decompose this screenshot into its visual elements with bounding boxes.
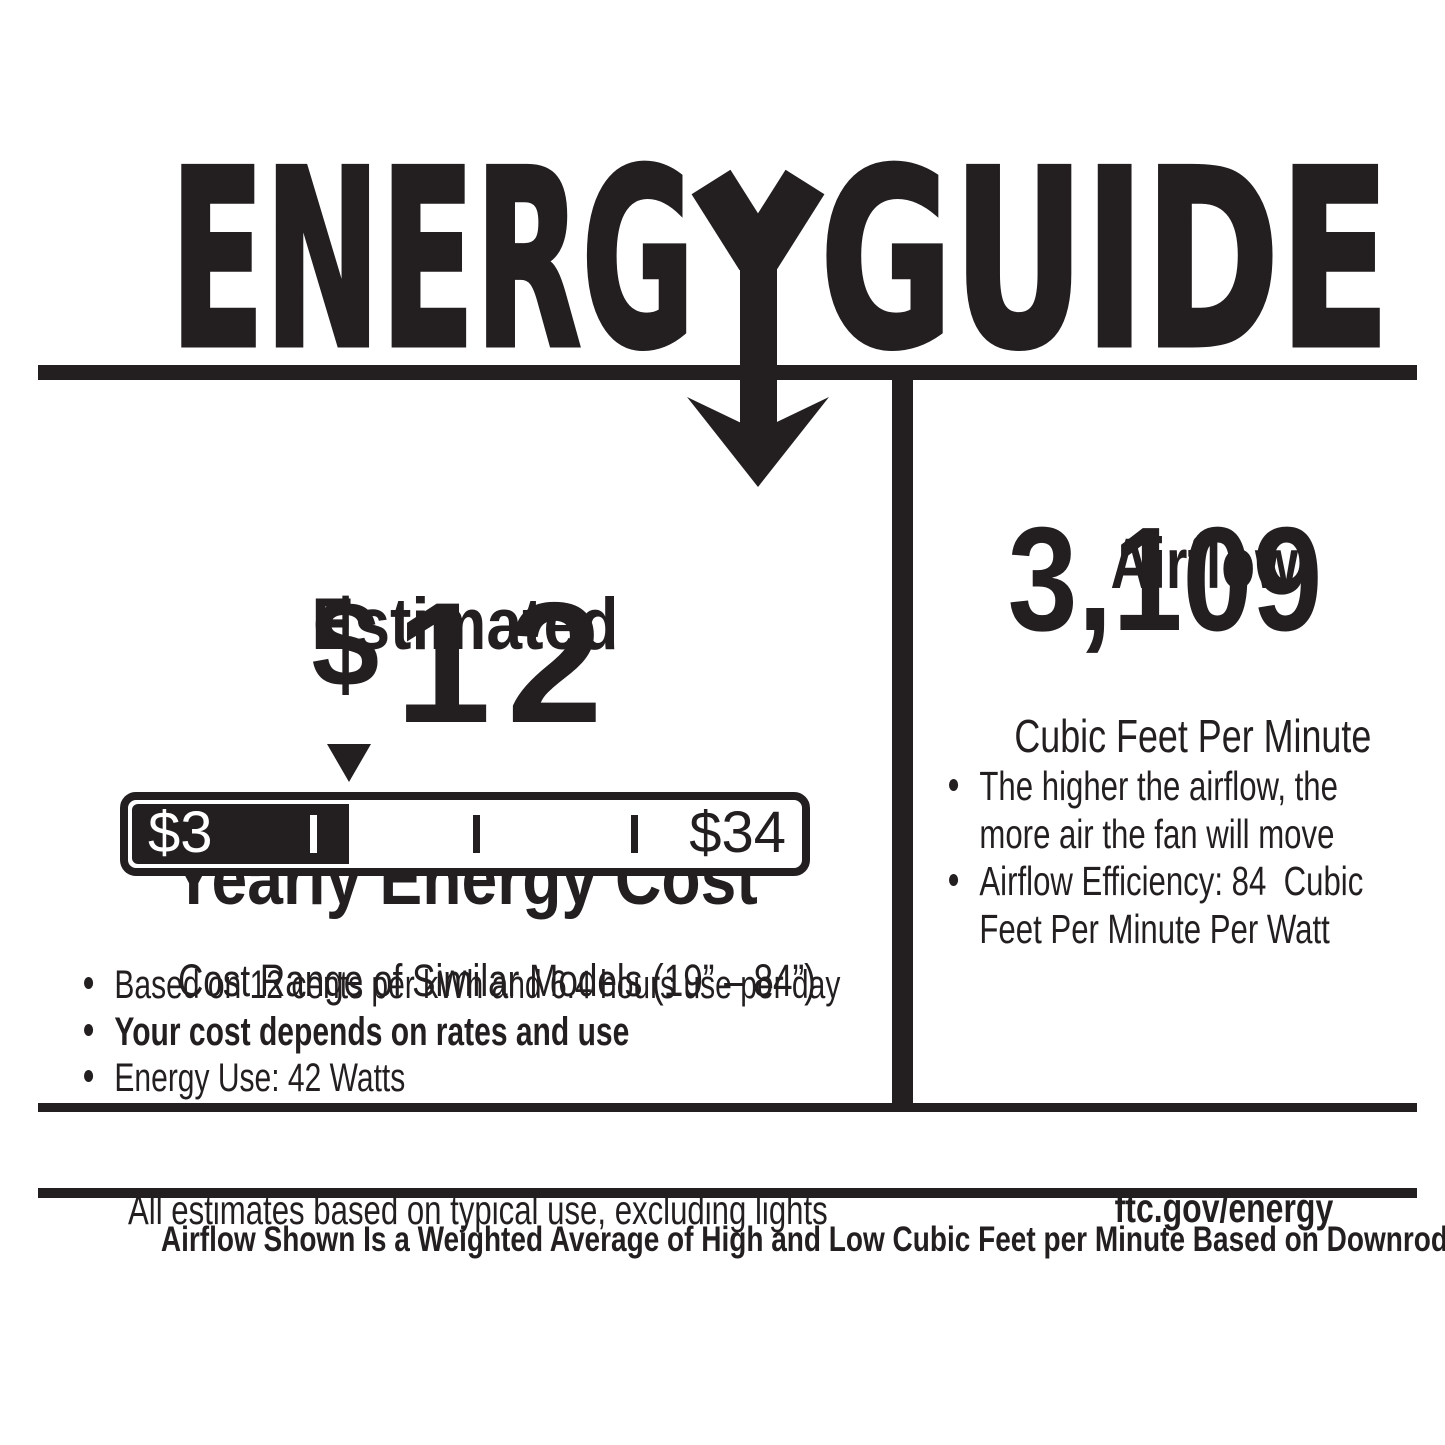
cost-bullet-text: Energy Use: 42 Watts — [114, 1056, 406, 1100]
airflow-unit-text: Cubic Feet Per Minute — [1014, 710, 1372, 762]
cost-range-bar: $3 $34 — [120, 792, 810, 876]
bar-inner: $3 $34 — [132, 799, 798, 865]
cost-bullets: Based on 12 cents per kWh and 6.4 hours … — [84, 962, 840, 1102]
airflow-bullet: The higher the airflow, the more air the… — [949, 763, 1363, 858]
airflow-bullet-line: Feet Per Minute Per Watt — [979, 905, 1330, 952]
footer-rule-thin — [38, 1103, 1417, 1112]
bar-tick — [472, 815, 480, 853]
bar-tick — [309, 815, 317, 853]
title-text-guide: GUIDE — [820, 118, 1390, 403]
airflow-unit: Cubic Feet Per Minute — [913, 655, 1417, 817]
bullet-dot-icon — [84, 1070, 94, 1082]
cost-bullet: Your cost depends on rates and use — [84, 1009, 840, 1056]
cost-pointer-icon — [327, 744, 372, 782]
cost-amount: 12 — [395, 567, 619, 759]
airflow-heading-text: Airflow — [1110, 525, 1299, 604]
bullet-dot-icon — [949, 874, 959, 886]
estimated-heading-line1: Estimated — [311, 584, 619, 665]
bar-max-label: $34 — [689, 799, 786, 865]
bar-min-label: $3 — [148, 799, 213, 865]
footer-rule-thick — [38, 1188, 1417, 1198]
bullet-dot-icon — [949, 779, 959, 791]
airflow-bullet-line: The higher the airflow, the — [979, 763, 1338, 809]
down-arrow-icon — [687, 169, 829, 487]
airflow-value: 3,109 — [1007, 497, 1323, 662]
ftc-link: ftc.gov/energy — [1007, 1138, 1333, 1279]
cost-range-caption: Cost Range of Similar Models (19” – 84”) — [38, 903, 892, 1059]
title-text-energ: ENERG — [170, 118, 695, 403]
airflow-bullet-line: more air the fan will move — [979, 810, 1335, 857]
cost-currency: $ — [311, 576, 396, 712]
ftc-link-text: ftc.gov/energy — [1114, 1185, 1333, 1231]
bullet-dot-icon — [84, 1023, 94, 1036]
cost-range-caption-text: Cost Range of Similar Models (19” – 84”) — [177, 955, 816, 1006]
estimates-note: All estimates based on typical use, excl… — [82, 1140, 1048, 1281]
cost-bullet-text: Based on 12 cents per kWh and 6.4 hours … — [114, 963, 841, 1007]
header-rule — [38, 365, 1417, 380]
bottom-note-text: Airflow Shown Is a Weighted Average of H… — [160, 1220, 1445, 1259]
airflow-heading: Airflow — [913, 443, 1417, 686]
bottom-note: Airflow Shown Is a Weighted Average of H… — [0, 1220, 1445, 1260]
energyguide-logo: ENERG GUIDE — [168, 116, 1393, 487]
cost-bullet-text: Your cost depends on rates and use — [114, 1009, 630, 1054]
bar-tick — [630, 815, 638, 853]
airflow-bullet-line: Airflow Efficiency: 84 Cubic — [979, 858, 1364, 904]
airflow-bullet: Airflow Efficiency: 84 Cubic Feet Per Mi… — [949, 858, 1363, 953]
estimates-note-text: All estimates based on typical use, excl… — [127, 1187, 828, 1233]
yearly-cost-value: $12 — [38, 558, 892, 749]
airflow-bullets: The higher the airflow, the more air the… — [949, 763, 1363, 953]
column-divider — [892, 380, 913, 1103]
bullet-dot-icon — [84, 977, 94, 989]
cost-bullet: Energy Use: 42 Watts — [84, 1055, 840, 1102]
cost-bullet: Based on 12 cents per kWh and 6.4 hours … — [84, 962, 840, 1009]
